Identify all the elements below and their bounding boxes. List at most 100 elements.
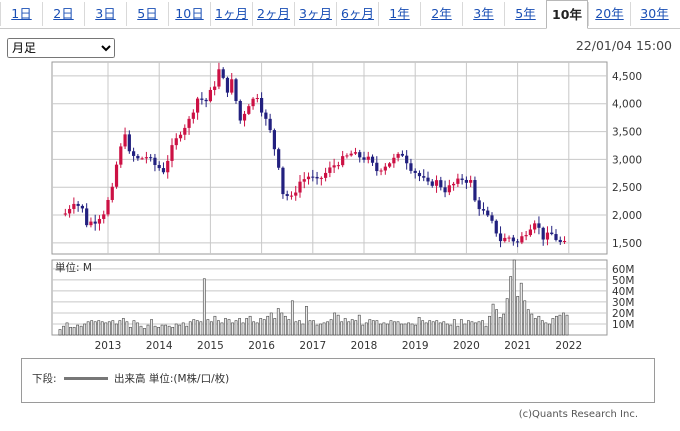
candle-body <box>80 205 84 209</box>
candle-body <box>200 98 204 100</box>
volume-tick-label: 30M <box>612 297 634 309</box>
x-tick-label: 2021 <box>504 340 531 352</box>
period-tab[interactable]: 2年 <box>420 2 462 26</box>
candle-interval-select[interactable]: 月足 <box>7 38 115 58</box>
period-tab[interactable]: 6ヶ月 <box>336 2 378 26</box>
candle-body <box>481 209 486 211</box>
price-panel: 1,500 2,000 2,500 3,000 3,500 4,000 4,500 <box>51 61 642 255</box>
candle-body <box>400 153 404 156</box>
period-tab[interactable]: 1年 <box>378 2 420 26</box>
volume-bar <box>139 325 143 336</box>
volume-bar <box>459 319 463 336</box>
volume-bar <box>206 319 210 336</box>
candle-body <box>260 98 264 113</box>
period-tab[interactable]: 10年 <box>546 0 588 29</box>
volume-bar <box>269 312 273 336</box>
volume-bar <box>209 321 213 336</box>
candle-body <box>452 183 456 186</box>
volume-bar <box>470 321 474 336</box>
period-tab[interactable]: 3年 <box>462 2 504 26</box>
volume-bar <box>290 300 294 336</box>
x-tick-label: 2022 <box>555 340 582 352</box>
volume-bar <box>378 323 382 336</box>
volume-bar <box>445 323 449 336</box>
period-tab[interactable]: 3ヶ月 <box>294 2 336 26</box>
candle-body <box>294 192 298 196</box>
volume-bar <box>153 325 157 336</box>
volume-bar <box>58 329 62 336</box>
volume-bar <box>354 320 358 336</box>
volume-bar <box>491 303 495 336</box>
volume-bar <box>519 282 523 336</box>
candle-body <box>383 166 387 171</box>
volume-tick-label: 20M <box>612 308 634 320</box>
volume-bar <box>509 276 513 336</box>
candle-body <box>230 79 234 93</box>
volume-bar <box>364 322 368 336</box>
candle-body <box>63 213 67 215</box>
candle-body <box>477 200 481 210</box>
candle-body <box>422 176 426 178</box>
candle-body <box>208 89 212 102</box>
candle-body <box>127 134 131 152</box>
period-tab[interactable]: 20年 <box>588 2 630 26</box>
period-tab[interactable]: 1日 <box>0 2 42 26</box>
candle-body <box>507 237 511 239</box>
candle-body <box>178 134 183 139</box>
candle-body <box>298 181 302 193</box>
candle-body <box>562 240 567 242</box>
candle-body <box>238 100 242 121</box>
volume-bar <box>199 321 203 336</box>
volume-bar <box>357 314 361 336</box>
candle-body <box>191 112 195 119</box>
period-tab[interactable]: 5年 <box>504 2 546 26</box>
candle-body <box>413 170 417 173</box>
volume-bar <box>280 312 284 336</box>
period-tab[interactable]: 10日 <box>168 2 210 26</box>
period-tab[interactable]: 1ヶ月 <box>210 2 252 26</box>
volume-bar <box>83 323 87 336</box>
candle-body <box>311 176 315 178</box>
volume-bar <box>90 320 94 336</box>
candle-body <box>251 98 255 107</box>
volume-bar <box>322 322 326 336</box>
volume-bar <box>97 320 101 336</box>
period-tab[interactable]: 3日 <box>84 2 126 26</box>
volume-bar <box>118 320 122 336</box>
volume-bar <box>414 324 418 336</box>
volume-bar <box>505 298 509 336</box>
candle-body <box>315 176 319 179</box>
volume-bar <box>558 314 562 336</box>
candle-body <box>490 215 494 221</box>
volume-bar <box>516 296 520 336</box>
volume-bar <box>195 320 199 336</box>
volume-bar <box>171 326 175 336</box>
candle-body <box>225 77 230 93</box>
volume-bar <box>431 321 435 336</box>
volume-bar <box>132 320 136 336</box>
volume-bar <box>174 323 178 336</box>
volume-bar <box>283 315 287 336</box>
period-tab[interactable]: 2ヶ月 <box>252 2 294 26</box>
volume-bar <box>526 309 530 336</box>
period-tab[interactable]: 2日 <box>42 2 84 26</box>
period-tab[interactable]: 5日 <box>126 2 168 26</box>
volume-bar <box>245 318 249 336</box>
x-tick-label: 2013 <box>95 340 122 352</box>
volume-bar <box>76 324 80 336</box>
candle-body <box>503 237 507 242</box>
candle-body <box>264 112 268 119</box>
volume-bar <box>565 314 569 336</box>
candle-body <box>187 118 191 128</box>
volume-bar <box>438 322 442 336</box>
period-tab[interactable]: 30年 <box>630 2 678 26</box>
candle-body <box>336 165 340 167</box>
volume-bar <box>308 320 312 336</box>
candle-body <box>144 157 148 159</box>
volume-bar <box>231 322 234 336</box>
candle-body <box>76 203 80 206</box>
candle-body <box>277 149 281 168</box>
candle-body <box>434 180 439 186</box>
volume-bar <box>326 321 329 336</box>
volume-tick-label: 50M <box>612 275 634 287</box>
